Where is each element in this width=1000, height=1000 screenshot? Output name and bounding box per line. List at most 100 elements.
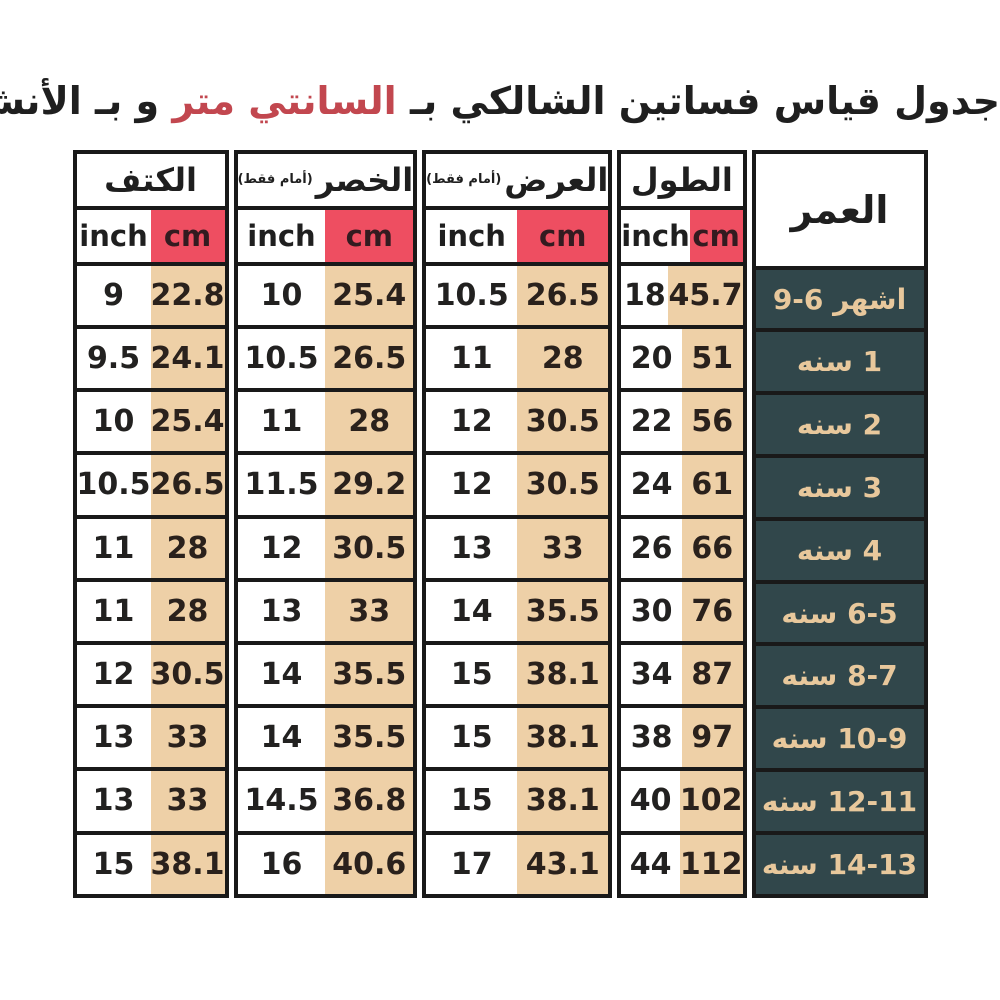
cell-width-inch-row10: 17 — [450, 846, 493, 882]
cell-length-cm-row3: 56 — [681, 392, 743, 452]
data-row: 17 43.1 — [426, 834, 609, 894]
unit-cm-label: cm — [689, 209, 743, 262]
age-header: العمر — [755, 154, 924, 270]
cell-length-inch-row7: 34 — [630, 657, 673, 692]
cell-length-cm-row2: 51 — [681, 328, 743, 389]
cell-waist-cm-row7: 35.5 — [325, 644, 414, 705]
cell-shoulder-cm-row5: 28 — [150, 518, 225, 578]
data-row: 26 66 — [621, 518, 743, 582]
cell-width-cm-row2: 28 — [517, 328, 609, 389]
cell-waist-inch-row2: 10.5 — [244, 340, 319, 376]
cell-length-inch-row8: 38 — [630, 720, 673, 756]
age-cell-row5: 4 سنه — [755, 520, 924, 584]
age-cell-row1: اشهر 6-9 — [755, 269, 924, 333]
cell-width-cm-row3: 30.5 — [517, 392, 609, 452]
cell-shoulder-inch-row5: 11 — [92, 530, 135, 566]
cell-length-cm-row10: 112 — [679, 834, 743, 894]
data-row: 12 30.5 — [76, 644, 225, 709]
cell-length-inch-row4: 24 — [630, 467, 673, 503]
data-row: 15 38.1 — [426, 644, 609, 709]
cell-waist-inch-row1: 10 — [260, 277, 303, 313]
data-row: 11 28 — [76, 581, 225, 645]
cell-waist-cm-row6: 33 — [325, 581, 414, 641]
cell-width-cm-row10: 43.1 — [517, 834, 609, 894]
group-label-shoulder: الكتف — [104, 160, 197, 199]
cell-length-inch-row5: 26 — [630, 530, 673, 566]
data-row: 14 35.5 — [237, 644, 414, 709]
data-row: 10.5 26.5 — [237, 328, 414, 393]
cell-shoulder-cm-row1: 22.8 — [150, 265, 225, 325]
cell-waist-cm-row3: 28 — [325, 392, 414, 452]
title-highlight: السانتي متر — [172, 79, 397, 123]
data-row: 10 25.4 — [237, 265, 414, 329]
cell-width-inch-row1: 10.5 — [434, 277, 509, 313]
cell-width-inch-row4: 12 — [450, 467, 493, 503]
cell-width-inch-row2: 11 — [450, 340, 493, 376]
cell-shoulder-cm-row9: 33 — [150, 771, 225, 831]
age-cell-row3: 2 سنه — [755, 395, 924, 459]
column-group-waist: الخصر (أمام فقط) inch cm 10 25.4 10.5 26.5 11 28 1… — [233, 149, 418, 898]
unit-inch-label: inch — [79, 218, 148, 253]
data-row: 15 38.1 — [426, 771, 609, 835]
cell-waist-cm-row1: 25.4 — [325, 265, 414, 325]
group-header-shoulder: الكتف — [76, 154, 225, 210]
group-label-length: الطول — [630, 160, 733, 199]
cell-waist-inch-row10: 16 — [260, 846, 303, 882]
cell-length-cm-row6: 76 — [681, 581, 743, 641]
cell-waist-cm-row8: 35.5 — [325, 708, 414, 768]
units-row-shoulder: inch cm — [76, 209, 225, 266]
data-row: 14 35.5 — [426, 581, 609, 645]
age-cell-row9: 12-11 سنه — [755, 772, 924, 835]
cell-shoulder-inch-row6: 11 — [92, 593, 135, 629]
cell-waist-inch-row4: 11.5 — [244, 467, 319, 503]
cell-waist-cm-row4: 29.2 — [325, 455, 414, 515]
cell-waist-inch-row8: 14 — [260, 720, 303, 756]
units-row-waist: inch cm — [237, 209, 414, 266]
group-header-length: الطول — [621, 154, 743, 210]
age-cell-row8: 10-9 سنه — [755, 709, 924, 773]
data-row: 12 30.5 — [426, 455, 609, 519]
data-row: 12 30.5 — [237, 518, 414, 582]
cell-length-inch-row3: 22 — [630, 404, 673, 440]
cell-width-inch-row8: 15 — [450, 720, 493, 756]
age-cell-row4: 3 سنه — [755, 458, 924, 521]
data-row: 9.5 24.1 — [76, 328, 225, 393]
cell-shoulder-inch-row9: 13 — [92, 783, 135, 819]
cell-waist-inch-row5: 12 — [260, 530, 303, 566]
cell-length-cm-row9: 102 — [679, 771, 743, 831]
cell-length-inch-row10: 44 — [629, 846, 672, 882]
title-text-after: و بـ الأنش — [0, 79, 160, 123]
column-group-age: العمر اشهر 6-9 1 سنه 2 سنه 3 سنه 4 سنه 6-5 سنه… — [751, 149, 928, 898]
data-row: 30 76 — [621, 581, 743, 645]
cell-width-inch-row7: 15 — [450, 657, 493, 692]
cell-waist-cm-row5: 30.5 — [325, 518, 414, 578]
cell-length-cm-row5: 66 — [681, 518, 743, 578]
cell-length-inch-row2: 20 — [630, 340, 673, 376]
age-cell-row7: 8-7 سنه — [755, 646, 924, 710]
group-label-width: العرض — [504, 160, 609, 199]
cell-width-inch-row9: 15 — [450, 783, 493, 819]
cell-width-cm-row4: 30.5 — [517, 455, 609, 515]
unit-cm-label: cm — [325, 209, 414, 262]
column-group-width: العرض (أمام فقط) inch cm 10.5 26.5 11 28 12 30.5 1… — [422, 149, 613, 898]
cell-shoulder-cm-row4: 26.5 — [150, 455, 225, 515]
size-chart-table: الكتف inch cm 9 22.8 9.5 24.1 10 25.4 10.5 26.5 11 2… — [72, 149, 928, 898]
cell-shoulder-cm-row2: 24.1 — [150, 328, 225, 389]
cell-shoulder-cm-row6: 28 — [150, 581, 225, 641]
data-row: 14 35.5 — [237, 708, 414, 772]
data-row: 20 51 — [621, 328, 743, 393]
data-row: 24 61 — [621, 455, 743, 519]
age-cell-row2: 1 سنه — [755, 332, 924, 396]
cell-length-cm-row7: 87 — [681, 644, 743, 705]
data-row: 13 33 — [237, 581, 414, 645]
data-row: 11 28 — [426, 328, 609, 393]
data-row: 22 56 — [621, 392, 743, 456]
group-header-waist: الخصر (أمام فقط) — [237, 154, 414, 210]
data-row: 44 112 — [621, 834, 743, 894]
cell-waist-cm-row9: 36.8 — [325, 771, 414, 831]
cell-width-cm-row1: 26.5 — [517, 265, 609, 325]
cell-shoulder-cm-row7: 30.5 — [150, 644, 225, 705]
cell-width-cm-row9: 38.1 — [517, 771, 609, 831]
age-cell-row10: 14-13 سنه — [755, 834, 924, 894]
